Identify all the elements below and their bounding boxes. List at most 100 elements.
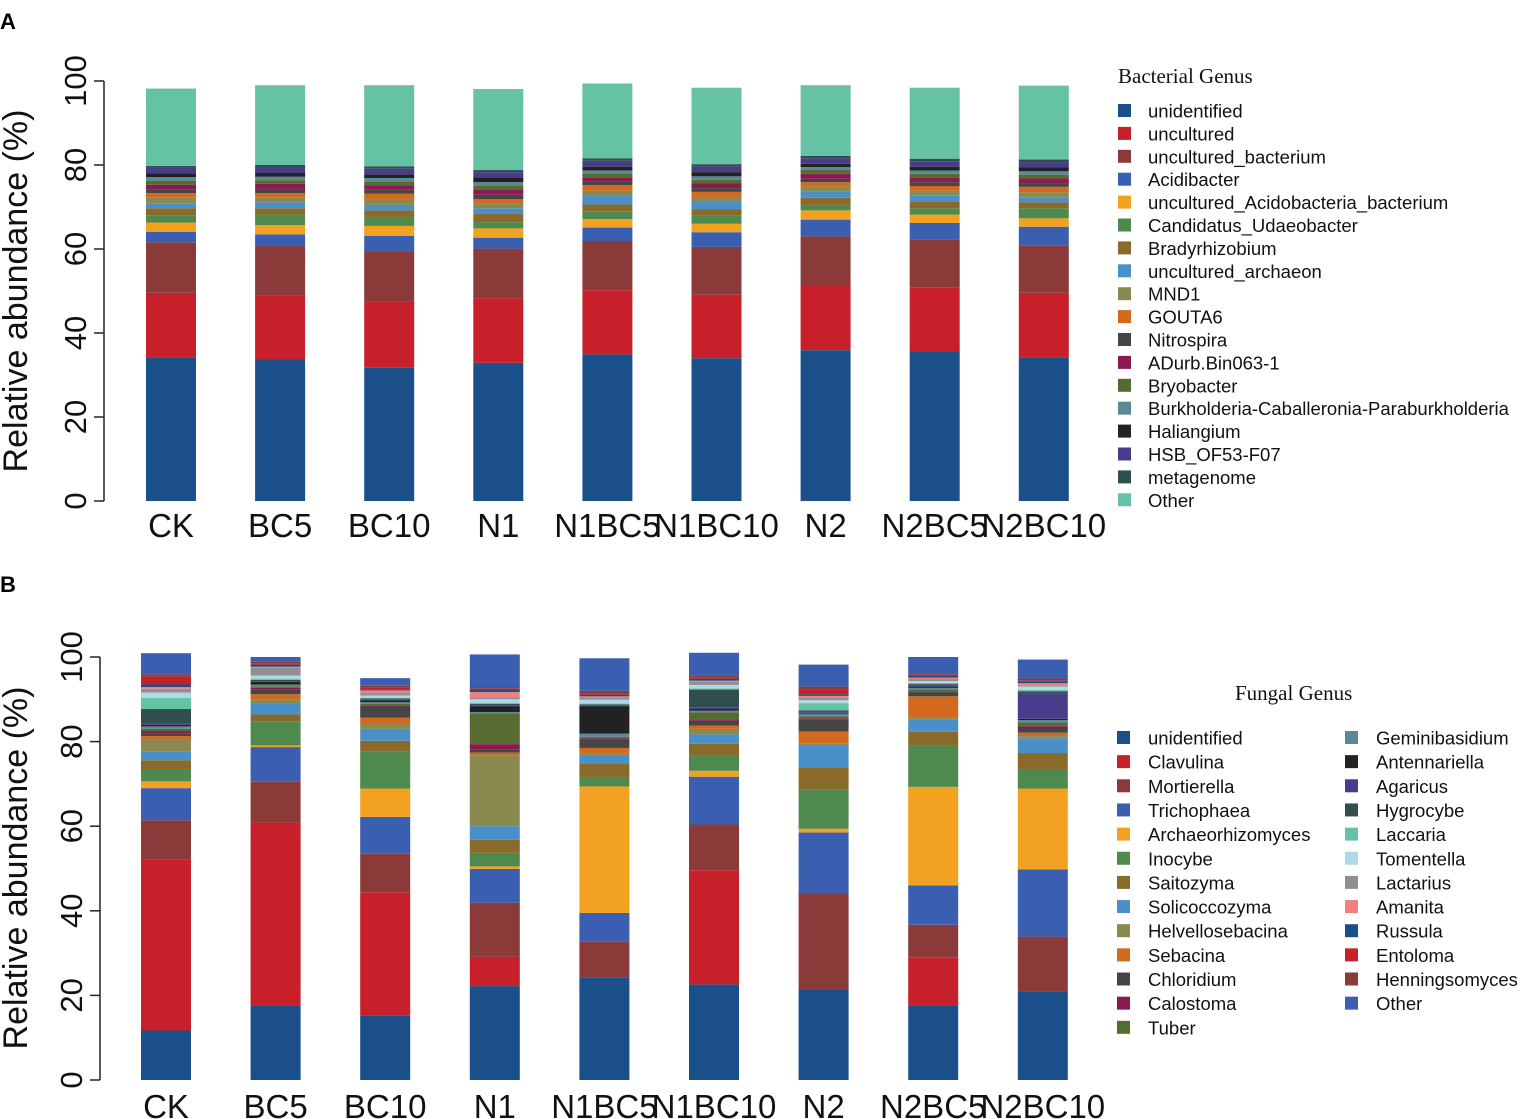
bar-segment-CK-uncultured <box>146 292 196 358</box>
bar-segment-N2BC10-Russula <box>1017 681 1068 684</box>
legend-swatch-uncultured <box>1118 126 1131 140</box>
legend-label: Henningsomyces <box>1376 969 1518 990</box>
bar-segment-N1BC10-Tuber <box>689 712 739 721</box>
bar-segment-N2BC10-metagenome <box>1018 159 1069 163</box>
bar-segment-N1BC10-Saitozyma <box>689 743 739 756</box>
bar-segment-N1BC10-Solicoccozyma <box>689 734 739 744</box>
bar-segment-N2-Inocybe <box>798 789 849 829</box>
legend-swatch-Bryobacter <box>1118 378 1131 392</box>
bar-segment-N2BC5-Henningsomyces <box>908 673 959 675</box>
bar-segment-N1BC10-unidentified <box>689 984 739 1080</box>
bar-segment-CK-MND1 <box>146 197 196 204</box>
bar-segment-N2BC5-Antennariella <box>908 686 959 688</box>
x-category-label: N1BC10 <box>654 507 779 544</box>
bar-segment-N1-Acidibacter <box>473 237 524 249</box>
legend-swatch-Solicoccozyma <box>1117 900 1130 914</box>
bar-segment-N2BC10-unidentified <box>1018 357 1069 501</box>
bar-segment-N2BC10-Helvellosebacina <box>1017 736 1068 739</box>
bar-segment-N2BC5-Candidatus_Udaeobacter <box>909 208 960 215</box>
bar-segment-BC10-HSB_OF53-F07 <box>364 168 415 175</box>
bar-segment-BC5-metagenome <box>255 165 306 168</box>
bar-segment-N1BC5-ADurb.Bin063-1 <box>582 177 633 182</box>
bar-segment-N1BC10-unidentified <box>691 358 742 501</box>
y-tick-label: 20 <box>58 400 93 434</box>
bar-segment-CK-Haliangium <box>146 173 196 178</box>
bar-segment-BC5-Bradyrhizobium <box>255 208 306 215</box>
legend-label: Bradyrhizobium <box>1148 238 1277 259</box>
bar-segment-N1-Antennariella <box>469 706 520 712</box>
bar-segment-N2-Tomentella <box>798 700 849 704</box>
bar-segment-N1BC10-uncultured <box>691 294 742 359</box>
bar-segment-BC10-Entoloma <box>360 687 411 690</box>
bar-segment-BC10-Geminibasidium <box>360 702 411 704</box>
bar-segment-N2BC10-Tuber <box>1017 722 1068 726</box>
legend-swatch-Hygrocybe <box>1345 803 1358 817</box>
bar-segment-N2BC10-Chloridium <box>1017 726 1068 733</box>
bar-segment-CK-Antennariella <box>141 724 191 727</box>
bar-segment-N1-unidentified <box>469 986 520 1080</box>
x-category-label: N1BC5 <box>554 507 660 544</box>
y-tick-label: 100 <box>58 55 93 107</box>
legend-swatch-HSB_OF53-F07 <box>1118 447 1131 461</box>
bar-segment-N2BC10-uncultured_archaeon <box>1018 197 1069 203</box>
bar-segment-N1BC10-Mortierella <box>689 824 739 871</box>
legend-swatch-GOUTA6 <box>1118 310 1131 324</box>
bar-segment-CK-Solicoccozyma <box>141 751 191 761</box>
bar-segment-N2-Other <box>800 85 851 156</box>
bar-segment-N1BC10-Calostoma <box>689 720 739 721</box>
legend-swatch-Helvellosebacina <box>1117 924 1130 938</box>
bar-segment-N2BC5-Archaeorhizomyces <box>908 786 959 886</box>
bar-segment-BC5-Haliangium <box>255 172 306 177</box>
bar-segment-CK-Candidatus_Udaeobacter <box>146 215 196 223</box>
bar-segment-N1BC5-Agaricus <box>579 705 630 707</box>
bar-segment-BC10-ADurb.Bin063-1 <box>364 185 415 190</box>
bar-segment-BC10-Trichophaea <box>360 816 411 854</box>
bar-segment-N2-uncultured_bacterium <box>800 236 851 286</box>
bar-segment-N1-ADurb.Bin063-1 <box>473 189 524 195</box>
bar-segment-N2BC10-Candidatus_Udaeobacter <box>1018 208 1069 219</box>
bar-segment-BC10-metagenome <box>364 166 415 169</box>
bar-segment-BC5-Amanita <box>250 666 301 668</box>
bar-segment-N1-Sebacina <box>469 752 520 756</box>
x-category-label: BC5 <box>243 1088 307 1119</box>
bar-segment-N1BC5-uncultured_archaeon <box>582 196 633 205</box>
legend-label: Laccaria <box>1376 824 1447 845</box>
bar-segment-BC5-unidentified <box>255 359 306 501</box>
panel-b-legend: unidentified Clavulina Mortierella Trichoph… <box>1117 728 1518 1038</box>
bar-segment-CK-Trichophaea <box>141 788 191 821</box>
bar-segment-CK-Chloridium <box>141 733 191 737</box>
panel-a-bars <box>146 83 1069 501</box>
bar-segment-N2BC5-HSB_OF53-F07 <box>909 161 960 167</box>
panel-a-y-axis-title: Relative abundance (%) <box>0 110 35 473</box>
bar-segment-N1BC5-Antennariella <box>579 706 630 734</box>
bar-segment-N1-Chloridium <box>469 749 520 753</box>
bar-segment-CK-Clavulina <box>141 859 191 1031</box>
bar-segment-N2BC10-Acidibacter <box>1018 226 1069 246</box>
bar-segment-CK-metagenome <box>146 165 196 168</box>
bar-segment-CK-Burkholderia-Caballeronia-Paraburkholderia <box>146 177 196 181</box>
bar-segment-BC5-Acidibacter <box>255 234 306 247</box>
bar-segment-BC10-uncultured <box>364 301 415 368</box>
panel-b-bars <box>141 652 1068 1080</box>
bar-segment-N1BC5-GOUTA6 <box>582 185 633 191</box>
bar-segment-N1BC5-Mortierella <box>579 941 630 978</box>
bar-segment-N1BC10-Lactarius <box>689 681 739 685</box>
bar-segment-BC5-Inocybe <box>250 721 301 746</box>
y-tick-label: 60 <box>58 232 93 266</box>
bar-segment-N1BC10-Trichophaea <box>689 776 739 825</box>
bar-segment-N2BC10-MND1 <box>1018 192 1069 198</box>
bar-segment-BC10-Tomentella <box>360 695 411 698</box>
bar-segment-N2-Helvellosebacina <box>798 743 849 746</box>
x-category-label: N1 <box>477 507 519 544</box>
bar-segment-N1BC10-Bryobacter <box>691 179 742 184</box>
bar-segment-N1BC10-ADurb.Bin063-1 <box>691 183 742 189</box>
bar-segment-N2BC10-Solicoccozyma <box>1017 738 1068 754</box>
bar-segment-N2BC5-Hygrocybe <box>908 684 959 686</box>
bar-segment-N2-uncultured_archaeon <box>800 191 851 198</box>
bar-segment-N2-Hygrocybe <box>798 710 849 712</box>
bar-segment-N1BC10-Inocybe <box>689 755 739 771</box>
bar-segment-N1-Amanita <box>469 692 520 698</box>
legend-label: Solicoccozyma <box>1148 897 1272 918</box>
bar-segment-N1BC5-MND1 <box>582 190 633 197</box>
